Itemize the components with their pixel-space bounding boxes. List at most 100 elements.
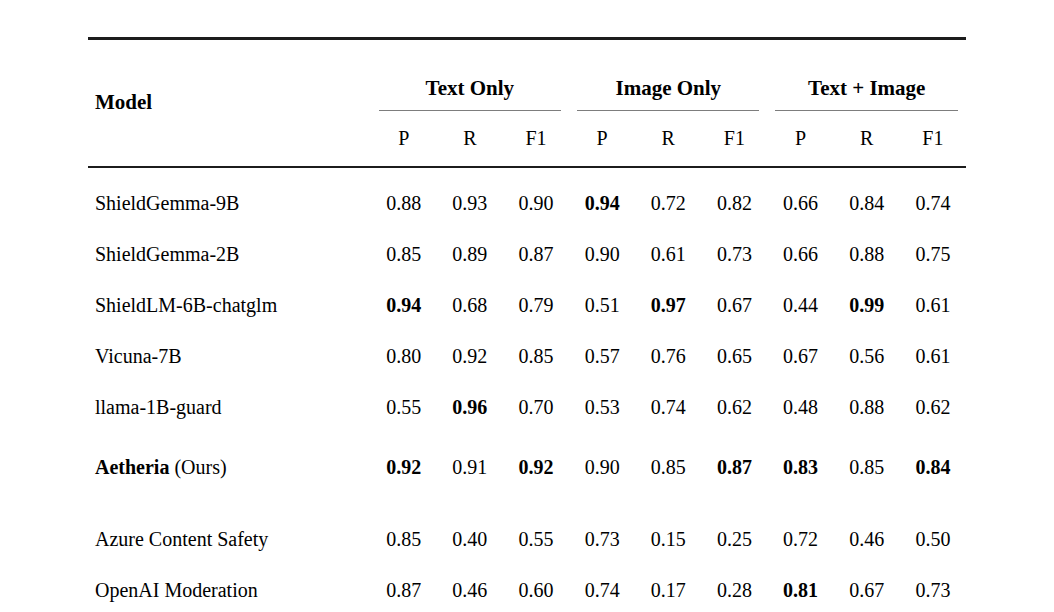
metric-cell: 0.94 — [569, 167, 635, 229]
metric-cell: 0.90 — [569, 229, 635, 280]
model-name: Azure Content Safety — [95, 528, 268, 550]
group-label: Image Only — [569, 76, 767, 101]
metric-cell: 0.88 — [371, 167, 437, 229]
model-cell: ShieldGemma-2B — [88, 229, 371, 280]
model-cell: ShieldLM-6B-chatglm — [88, 280, 371, 331]
metric-cell: 0.50 — [900, 503, 966, 565]
model-cell: ShieldGemma-9B — [88, 167, 371, 229]
metric-cell: 0.74 — [569, 565, 635, 612]
metric-cell: 0.84 — [834, 167, 900, 229]
metric-cell: 0.74 — [635, 382, 701, 433]
metric-cell: 0.85 — [635, 433, 701, 503]
metric-header: F1 — [503, 111, 569, 167]
metric-cell: 0.97 — [635, 280, 701, 331]
metric-cell: 0.85 — [371, 503, 437, 565]
table-row: Azure Content Safety 0.85 0.40 0.55 0.73… — [88, 503, 966, 565]
model-name: ShieldLM-6B-chatglm — [95, 294, 277, 316]
metric-header: F1 — [701, 111, 767, 167]
metric-cell: 0.82 — [701, 167, 767, 229]
metric-cell: 0.61 — [635, 229, 701, 280]
model-name: Vicuna-7B — [95, 345, 182, 367]
metric-header: F1 — [900, 111, 966, 167]
metric-cell: 0.91 — [437, 433, 503, 503]
metric-cell: 0.70 — [503, 382, 569, 433]
metric-header: R — [834, 111, 900, 167]
metric-cell: 0.89 — [437, 229, 503, 280]
metric-cell: 0.62 — [900, 382, 966, 433]
group-label: Text Only — [371, 76, 569, 101]
metric-cell: 0.56 — [834, 331, 900, 382]
metric-cell: 0.46 — [437, 565, 503, 612]
metric-cell: 0.62 — [701, 382, 767, 433]
metric-cell: 0.67 — [701, 280, 767, 331]
metric-cell: 0.73 — [569, 503, 635, 565]
metric-cell: 0.92 — [437, 331, 503, 382]
metric-cell: 0.67 — [767, 331, 833, 382]
model-column-header: Model — [88, 39, 371, 167]
metric-cell: 0.85 — [371, 229, 437, 280]
metric-cell: 0.88 — [834, 382, 900, 433]
model-comparison-table: Model Text Only Image Only Text + Image … — [88, 37, 966, 612]
model-name: llama-1B-guard — [95, 396, 222, 418]
group-header-row: Model Text Only Image Only Text + Image — [88, 39, 966, 111]
metric-cell: 0.57 — [569, 331, 635, 382]
metric-cell: 0.92 — [503, 433, 569, 503]
metric-cell: 0.83 — [767, 433, 833, 503]
model-cell: Aetheria (Ours) — [88, 433, 371, 503]
metric-cell: 0.96 — [437, 382, 503, 433]
metric-cell: 0.99 — [834, 280, 900, 331]
model-name: ShieldGemma-2B — [95, 243, 239, 265]
model-cell: Azure Content Safety — [88, 503, 371, 565]
group-header-text-only: Text Only — [371, 39, 569, 111]
metric-cell: 0.60 — [503, 565, 569, 612]
metric-cell: 0.88 — [834, 229, 900, 280]
metric-cell: 0.55 — [371, 382, 437, 433]
metric-header: R — [437, 111, 503, 167]
model-cell: OpenAI Moderation — [88, 565, 371, 612]
model-name: OpenAI Moderation — [95, 579, 258, 601]
metric-header: P — [569, 111, 635, 167]
metric-cell: 0.68 — [437, 280, 503, 331]
table-row: OpenAI Moderation 0.87 0.46 0.60 0.74 0.… — [88, 565, 966, 612]
metric-cell: 0.40 — [437, 503, 503, 565]
metric-cell: 0.90 — [569, 433, 635, 503]
metric-cell: 0.65 — [701, 331, 767, 382]
table-header: Model Text Only Image Only Text + Image … — [88, 39, 966, 167]
metric-cell: 0.76 — [635, 331, 701, 382]
metric-cell: 0.73 — [701, 229, 767, 280]
metric-cell: 0.72 — [767, 503, 833, 565]
metric-cell: 0.55 — [503, 503, 569, 565]
metric-header: P — [371, 111, 437, 167]
table-row-ours: Aetheria (Ours) 0.92 0.91 0.92 0.90 0.85… — [88, 433, 966, 503]
metric-cell: 0.44 — [767, 280, 833, 331]
metric-cell: 0.15 — [635, 503, 701, 565]
metric-cell: 0.72 — [635, 167, 701, 229]
metric-cell: 0.93 — [437, 167, 503, 229]
metric-header: P — [767, 111, 833, 167]
metric-cell: 0.81 — [767, 565, 833, 612]
metric-cell: 0.53 — [569, 382, 635, 433]
metric-cell: 0.61 — [900, 280, 966, 331]
metric-cell: 0.85 — [503, 331, 569, 382]
table-row: ShieldGemma-2B 0.85 0.89 0.87 0.90 0.61 … — [88, 229, 966, 280]
metric-cell: 0.46 — [834, 503, 900, 565]
model-cell: llama-1B-guard — [88, 382, 371, 433]
metric-cell: 0.48 — [767, 382, 833, 433]
model-suffix: (Ours) — [169, 456, 226, 478]
table-row: Vicuna-7B 0.80 0.92 0.85 0.57 0.76 0.65 … — [88, 331, 966, 382]
metric-cell: 0.87 — [701, 433, 767, 503]
model-name: ShieldGemma-9B — [95, 192, 239, 214]
metric-cell: 0.66 — [767, 167, 833, 229]
metric-cell: 0.79 — [503, 280, 569, 331]
group-label: Text + Image — [767, 76, 966, 101]
metric-cell: 0.51 — [569, 280, 635, 331]
metric-cell: 0.85 — [834, 433, 900, 503]
group-header-text-image: Text + Image — [767, 39, 966, 111]
metric-cell: 0.94 — [371, 280, 437, 331]
metric-cell: 0.74 — [900, 167, 966, 229]
metric-header: R — [635, 111, 701, 167]
metric-cell: 0.80 — [371, 331, 437, 382]
metric-cell: 0.84 — [900, 433, 966, 503]
metric-cell: 0.73 — [900, 565, 966, 612]
table-row: ShieldGemma-9B 0.88 0.93 0.90 0.94 0.72 … — [88, 167, 966, 229]
